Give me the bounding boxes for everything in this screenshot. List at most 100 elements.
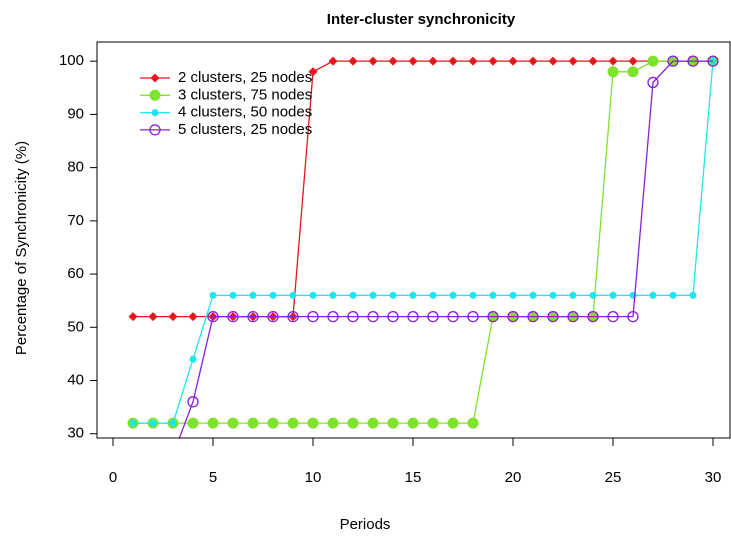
marker — [229, 291, 237, 299]
x-tick-label: 0 — [109, 469, 117, 486]
y-tick-label: 40 — [67, 371, 84, 388]
marker — [349, 291, 357, 299]
y-tick-label: 70 — [67, 212, 84, 229]
marker — [587, 310, 599, 323]
marker — [607, 310, 619, 323]
marker — [628, 56, 638, 66]
marker — [249, 291, 257, 299]
marker — [309, 291, 317, 299]
marker — [168, 450, 178, 460]
marker — [168, 312, 178, 322]
marker — [388, 56, 398, 66]
marker — [148, 312, 158, 322]
marker — [128, 450, 138, 460]
legend-item: 3 clusters, 75 nodes — [140, 86, 312, 103]
marker — [149, 89, 161, 101]
marker — [207, 417, 219, 429]
marker — [549, 291, 557, 299]
marker — [267, 417, 279, 429]
legend-item: 2 clusters, 25 nodes — [140, 69, 312, 86]
x-tick-label: 25 — [605, 469, 622, 486]
marker — [508, 56, 518, 66]
marker — [247, 417, 259, 429]
marker — [227, 310, 239, 323]
marker — [389, 291, 397, 299]
marker — [609, 291, 617, 299]
marker — [407, 310, 419, 323]
marker — [307, 310, 319, 323]
marker — [287, 310, 299, 323]
series-line — [178, 60, 713, 438]
marker — [209, 291, 217, 299]
legend-label: 2 clusters, 25 nodes — [178, 69, 312, 86]
legend-label: 4 clusters, 50 nodes — [178, 104, 312, 121]
marker — [447, 417, 459, 429]
marker — [507, 310, 519, 323]
marker — [649, 291, 657, 299]
marker — [509, 291, 517, 299]
marker — [568, 56, 578, 66]
marker — [149, 124, 161, 136]
marker — [468, 56, 478, 66]
marker — [409, 291, 417, 299]
marker — [589, 291, 597, 299]
marker — [151, 109, 159, 117]
marker — [607, 66, 619, 78]
marker — [148, 450, 158, 460]
marker — [467, 417, 479, 429]
marker — [469, 291, 477, 299]
x-tick-label: 20 — [505, 469, 522, 486]
legend-label: 5 clusters, 25 nodes — [178, 121, 312, 138]
marker — [408, 56, 418, 66]
marker — [269, 291, 277, 299]
marker — [149, 419, 157, 427]
marker — [387, 417, 399, 429]
marker — [707, 55, 719, 67]
marker — [227, 417, 239, 429]
marker — [569, 291, 577, 299]
marker — [647, 76, 659, 89]
marker — [287, 417, 299, 429]
marker — [528, 56, 538, 66]
marker — [308, 67, 318, 77]
marker — [588, 56, 598, 66]
marker — [367, 417, 379, 429]
marker — [647, 55, 659, 67]
legend-label: 3 clusters, 75 nodes — [178, 86, 312, 103]
marker — [207, 310, 219, 323]
marker — [347, 417, 359, 429]
marker — [627, 310, 639, 323]
marker — [567, 310, 579, 323]
marker — [329, 291, 337, 299]
marker — [369, 291, 377, 299]
marker — [129, 419, 137, 427]
chart-title: Inter-cluster synchronicity — [327, 11, 516, 28]
x-axis-title: Periods — [340, 516, 391, 533]
marker — [247, 310, 259, 323]
marker — [527, 310, 539, 323]
plot-area — [127, 55, 719, 460]
marker — [327, 417, 339, 429]
marker — [267, 310, 279, 323]
marker — [169, 419, 177, 427]
x-tick-label: 10 — [305, 469, 322, 486]
marker — [427, 417, 439, 429]
marker — [529, 291, 537, 299]
marker — [627, 66, 639, 78]
marker — [188, 312, 198, 322]
marker — [687, 55, 699, 67]
legend-item: 5 clusters, 25 nodes — [140, 121, 312, 138]
marker — [429, 291, 437, 299]
marker — [368, 56, 378, 66]
marker — [348, 56, 358, 66]
marker — [488, 56, 498, 66]
marker — [427, 310, 439, 323]
marker — [547, 310, 559, 323]
marker — [387, 310, 399, 323]
marker — [608, 56, 618, 66]
marker — [667, 55, 679, 67]
marker — [449, 291, 457, 299]
marker — [367, 310, 379, 323]
marker — [669, 291, 677, 299]
